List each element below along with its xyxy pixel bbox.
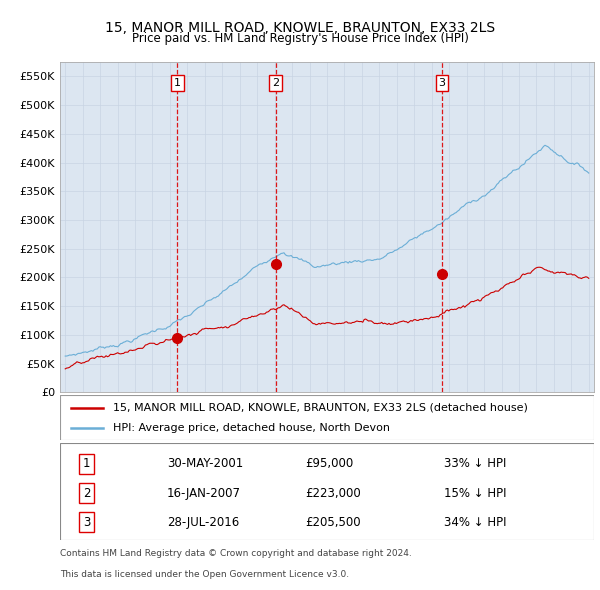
Text: 15, MANOR MILL ROAD, KNOWLE, BRAUNTON, EX33 2LS: 15, MANOR MILL ROAD, KNOWLE, BRAUNTON, E… bbox=[105, 21, 495, 35]
Text: 16-JAN-2007: 16-JAN-2007 bbox=[167, 487, 241, 500]
Text: 1: 1 bbox=[174, 78, 181, 88]
Text: £223,000: £223,000 bbox=[305, 487, 361, 500]
Text: 2: 2 bbox=[272, 78, 279, 88]
Text: 2: 2 bbox=[83, 487, 91, 500]
Text: 34% ↓ HPI: 34% ↓ HPI bbox=[445, 516, 507, 529]
Text: Price paid vs. HM Land Registry's House Price Index (HPI): Price paid vs. HM Land Registry's House … bbox=[131, 32, 469, 45]
Text: Contains HM Land Registry data © Crown copyright and database right 2024.: Contains HM Land Registry data © Crown c… bbox=[60, 549, 412, 558]
Text: £205,500: £205,500 bbox=[305, 516, 361, 529]
Text: 28-JUL-2016: 28-JUL-2016 bbox=[167, 516, 239, 529]
Text: 33% ↓ HPI: 33% ↓ HPI bbox=[445, 457, 507, 470]
FancyBboxPatch shape bbox=[60, 442, 594, 540]
Text: 3: 3 bbox=[439, 78, 445, 88]
FancyBboxPatch shape bbox=[60, 395, 594, 440]
Text: £95,000: £95,000 bbox=[305, 457, 354, 470]
Text: 15, MANOR MILL ROAD, KNOWLE, BRAUNTON, EX33 2LS (detached house): 15, MANOR MILL ROAD, KNOWLE, BRAUNTON, E… bbox=[113, 403, 528, 412]
Text: HPI: Average price, detached house, North Devon: HPI: Average price, detached house, Nort… bbox=[113, 424, 391, 434]
Text: 3: 3 bbox=[83, 516, 91, 529]
Text: 1: 1 bbox=[83, 457, 91, 470]
Text: 30-MAY-2001: 30-MAY-2001 bbox=[167, 457, 243, 470]
Text: This data is licensed under the Open Government Licence v3.0.: This data is licensed under the Open Gov… bbox=[60, 570, 349, 579]
Text: 15% ↓ HPI: 15% ↓ HPI bbox=[445, 487, 507, 500]
